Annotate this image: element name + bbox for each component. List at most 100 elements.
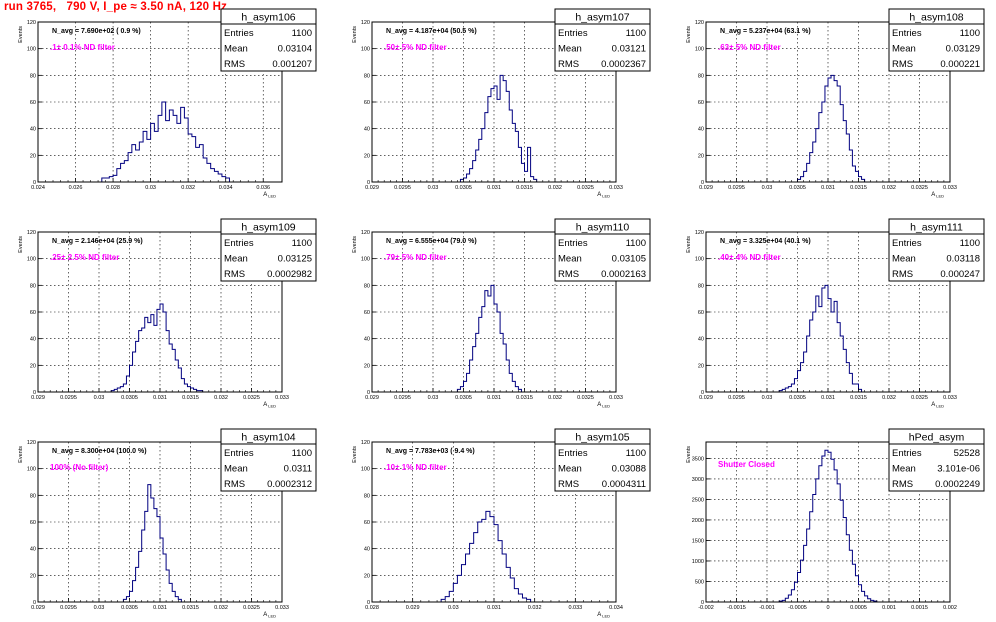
x-tick-label: -0.0005 bbox=[788, 605, 807, 611]
x-tick-label: 0.033 bbox=[609, 185, 623, 191]
navg-label: N_avg = 6.555e+04 (79.0 %) bbox=[386, 238, 477, 245]
stats-key: RMS bbox=[224, 59, 245, 70]
navg-label: N_avg = 7.783e+03 ( 9.4 %) bbox=[386, 448, 475, 455]
stats-key: RMS bbox=[892, 479, 913, 490]
stats-value: 0.0002163 bbox=[601, 269, 646, 280]
stats-value: 0.03121 bbox=[612, 44, 646, 55]
stats-key: Mean bbox=[224, 254, 248, 265]
y-tick-label: 0 bbox=[701, 600, 704, 606]
y-tick-label: 40 bbox=[364, 127, 370, 133]
histogram-series-line bbox=[440, 510, 532, 602]
stats-key: Mean bbox=[558, 44, 582, 55]
x-tick-label: 0.028 bbox=[106, 185, 120, 191]
y-tick-label: 3000 bbox=[692, 477, 704, 483]
stats-key: Entries bbox=[558, 238, 588, 249]
y-tick-label: 0 bbox=[367, 180, 370, 186]
navg-label: N_avg = 5.237e+04 (63.1 %) bbox=[720, 28, 811, 35]
stats-box bbox=[220, 428, 317, 492]
stats-key: Entries bbox=[224, 448, 254, 459]
stats-value: 1100 bbox=[292, 28, 312, 39]
stats-key: Entries bbox=[224, 28, 254, 39]
y-tick-label: 500 bbox=[695, 579, 704, 585]
x-tick-label: 0.0295 bbox=[728, 185, 745, 191]
stats-value: 0.001207 bbox=[272, 59, 312, 70]
x-tick-label: 0.0315 bbox=[516, 395, 533, 401]
stats-box bbox=[554, 428, 651, 492]
stats-value: 3.101e-06 bbox=[937, 464, 980, 475]
stats-box bbox=[554, 218, 651, 282]
y-tick-label: 100 bbox=[27, 467, 36, 473]
y-tick-label: 0 bbox=[33, 600, 36, 606]
y-tick-label: 80 bbox=[30, 493, 36, 499]
x-tick-label: 0.032 bbox=[548, 185, 562, 191]
x-axis-title: ALED bbox=[931, 402, 944, 409]
stats-value: 52528 bbox=[954, 448, 980, 459]
x-tick-label: 0.031 bbox=[487, 185, 501, 191]
x-axis-title: ALED bbox=[263, 612, 276, 619]
y-tick-label: 40 bbox=[364, 337, 370, 343]
x-tick-label: 0.034 bbox=[609, 605, 623, 611]
x-tick-label: 0.0305 bbox=[789, 395, 806, 401]
stats-key: RMS bbox=[224, 479, 245, 490]
y-tick-label: 20 bbox=[698, 153, 704, 159]
stats-value: 0.03104 bbox=[278, 44, 312, 55]
y-tick-label: 0 bbox=[701, 180, 704, 186]
x-tick-label: 0.029 bbox=[699, 185, 713, 191]
stats-key: RMS bbox=[558, 479, 579, 490]
x-axis-title-subscript: LED bbox=[602, 614, 610, 619]
y-tick-label: 120 bbox=[27, 20, 36, 26]
histogram-panel-h_asym109: 0.029 0.0295 0.03 0.0305 0.031 0.0315 0.032 0.0… bbox=[18, 218, 317, 409]
filter-label: .79± 5% ND filter bbox=[384, 253, 447, 262]
y-tick-label: 1000 bbox=[692, 559, 704, 565]
stats-box-title: h_asym109 bbox=[241, 222, 295, 234]
stats-value: 0.03129 bbox=[946, 44, 980, 55]
y-tick-label: 120 bbox=[361, 20, 370, 26]
stats-box-title: h_asym106 bbox=[241, 12, 295, 24]
stats-value: 1100 bbox=[960, 28, 980, 39]
stats-value: 0.03088 bbox=[612, 464, 646, 475]
stats-box-title: h_asym111 bbox=[910, 222, 963, 234]
x-tick-label: -0.002 bbox=[698, 605, 714, 611]
stats-value: 1100 bbox=[292, 238, 312, 249]
x-axis-title: ALED bbox=[263, 192, 276, 199]
stats-value: 0.0002982 bbox=[267, 269, 312, 280]
histogram-panel-h_asym107: 0.029 0.0295 0.03 0.0305 0.031 0.0315 0.032 0.0… bbox=[352, 8, 651, 199]
filter-label: .50± 5% ND filter bbox=[384, 43, 447, 52]
y-axis-title: Events bbox=[18, 446, 24, 463]
stats-box-title: hPed_asym bbox=[909, 432, 965, 444]
x-tick-label: 0.0305 bbox=[455, 395, 472, 401]
x-tick-label: 0.031 bbox=[153, 395, 167, 401]
x-tick-label: 0.03 bbox=[762, 185, 773, 191]
x-tick-label: 0.03 bbox=[94, 605, 105, 611]
x-tick-label: 0.033 bbox=[943, 395, 957, 401]
y-tick-label: 60 bbox=[30, 100, 36, 106]
histogram-panel-h_asym111: 0.029 0.0295 0.03 0.0305 0.031 0.0315 0.032 0.0… bbox=[686, 218, 985, 409]
stats-box-title: h_asym104 bbox=[241, 432, 295, 444]
x-axis-title-subscript: LED bbox=[268, 614, 276, 619]
stats-value: 0.000221 bbox=[940, 59, 980, 70]
x-tick-label: -0.001 bbox=[759, 605, 775, 611]
y-tick-label: 40 bbox=[698, 127, 704, 133]
histogram-series-line bbox=[797, 74, 866, 182]
y-tick-label: 60 bbox=[364, 100, 370, 106]
histogram-panel-hPed_asym: -0.002 -0.0015 -0.001 -0.0005 0 0.0005 0.001 0.… bbox=[686, 428, 985, 611]
stats-box bbox=[220, 218, 317, 282]
x-tick-label: 0.029 bbox=[365, 185, 379, 191]
stats-key: RMS bbox=[892, 269, 913, 280]
stats-box-title: h_asym108 bbox=[909, 12, 963, 24]
x-tick-label: 0.0325 bbox=[243, 395, 260, 401]
x-axis-title: ALED bbox=[931, 192, 944, 199]
stats-value: 0.03125 bbox=[278, 254, 312, 265]
filter-label: .1± 0.1% ND filter bbox=[50, 43, 115, 52]
histogram-series-line bbox=[122, 484, 182, 602]
y-tick-label: 0 bbox=[367, 600, 370, 606]
stats-value: 0.0002367 bbox=[601, 59, 646, 70]
x-tick-label: 0.0325 bbox=[911, 185, 928, 191]
x-tick-label: 0.0325 bbox=[577, 185, 594, 191]
stats-value: 0.0002249 bbox=[935, 479, 980, 490]
y-tick-label: 20 bbox=[30, 573, 36, 579]
filter-label: .25± 2.5% ND filter bbox=[50, 253, 119, 262]
x-tick-label: 0.0305 bbox=[789, 185, 806, 191]
y-axis-title: Events bbox=[686, 236, 692, 253]
x-tick-label: -0.0015 bbox=[727, 605, 746, 611]
